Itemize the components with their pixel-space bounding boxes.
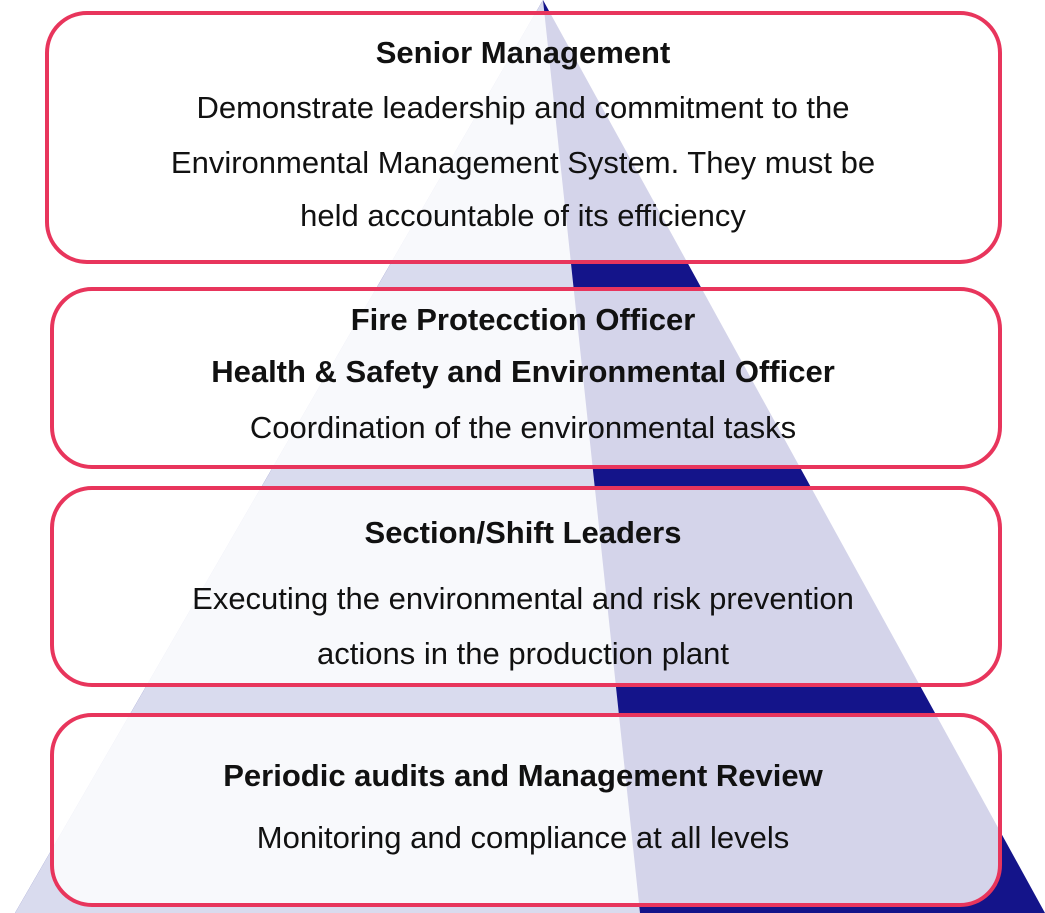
level-title: Section/Shift Leaders (365, 515, 682, 550)
level-title: Senior Management (376, 35, 671, 70)
level-description: Environmental Management System. They mu… (171, 145, 875, 180)
level-description: actions in the production plant (317, 636, 729, 671)
level-description: Demonstrate leadership and commitment to… (196, 90, 849, 125)
level-title: Health & Safety and Environmental Office… (211, 354, 835, 389)
level-title: Fire Protecction Officer (351, 302, 696, 337)
level-description: Monitoring and compliance at all levels (257, 820, 789, 855)
level-box (50, 287, 1002, 469)
level-title: Periodic audits and Management Review (223, 758, 823, 793)
level-box (45, 11, 1002, 264)
level-box (50, 486, 1002, 687)
level-description: held accountable of its efficiency (300, 198, 746, 233)
level-description: Coordination of the environmental tasks (250, 410, 796, 445)
level-box (50, 713, 1002, 907)
level-description: Executing the environmental and risk pre… (192, 581, 854, 616)
